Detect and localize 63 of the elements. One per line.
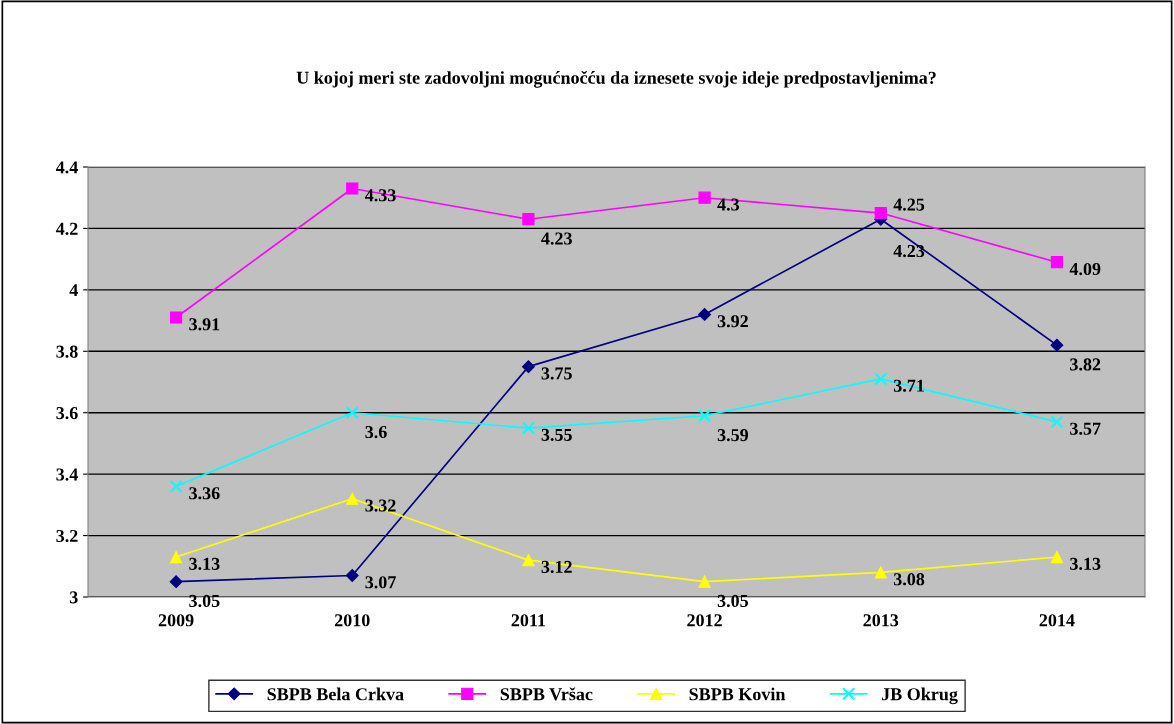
point — [1050, 338, 1064, 352]
legend-label: SBPB Vršac — [500, 687, 593, 701]
x-tick-label: 2011 — [511, 614, 546, 627]
y-tick-label: 3.6 — [56, 407, 78, 420]
point — [874, 566, 887, 579]
point — [345, 569, 359, 582]
point — [698, 191, 711, 204]
y-tick-label: 3.8 — [56, 345, 78, 358]
legend-label: SBPB Kovin — [689, 687, 786, 701]
point — [698, 307, 712, 321]
point — [522, 213, 535, 226]
y-tick-label: 4.4 — [55, 161, 78, 174]
point — [346, 492, 359, 505]
data-label: 3.91 — [189, 318, 220, 331]
x-tick-label: 2014 — [1039, 614, 1075, 627]
legend-label: SBPB Bela Crkva — [267, 687, 404, 701]
x-tick-label: 2012 — [687, 614, 722, 627]
point — [169, 575, 183, 589]
x-tick-label: 2013 — [863, 614, 899, 627]
legend-label: JB Okrug — [881, 687, 958, 705]
data-label: 3.57 — [1070, 422, 1101, 435]
data-label: 3.6 — [365, 425, 387, 439]
point — [1050, 550, 1064, 564]
data-label: 3.59 — [717, 429, 749, 442]
point — [521, 360, 535, 374]
point — [874, 372, 888, 386]
data-label: 4.23 — [541, 232, 572, 245]
data-label: 3.05 — [189, 594, 220, 608]
data-label: 3.55 — [541, 428, 572, 441]
data-label: 3.75 — [541, 367, 572, 380]
data-label: 4.09 — [1069, 262, 1101, 276]
point — [522, 554, 535, 567]
y-tick-label: 3.4 — [56, 468, 78, 481]
point — [1050, 415, 1064, 429]
data-label: 3.92 — [717, 315, 748, 328]
y-tick-label: 3.2 — [56, 529, 78, 543]
y-tick-label: 4.2 — [55, 222, 78, 235]
data-label: 3.12 — [541, 560, 572, 574]
data-label: 4.3 — [717, 198, 740, 211]
data-label: 3.05 — [717, 594, 749, 608]
x-tick-label: 2009 — [158, 614, 194, 627]
data-label: 3.13 — [1070, 557, 1101, 570]
point — [698, 575, 711, 588]
data-label: 3.36 — [189, 487, 220, 500]
data-label: 3.07 — [365, 576, 396, 589]
point — [169, 550, 183, 564]
data-label: 3.13 — [189, 557, 220, 570]
y-tick-label: 3 — [69, 591, 78, 604]
point — [521, 421, 536, 435]
point — [346, 182, 359, 195]
point — [169, 311, 183, 324]
point — [345, 406, 359, 420]
point — [874, 206, 887, 220]
data-label: 3.08 — [893, 573, 925, 586]
point — [1050, 256, 1064, 269]
point — [169, 479, 183, 494]
data-label: 4.25 — [893, 198, 925, 211]
y-tick-label: 4 — [69, 284, 78, 297]
data-label: 4.23 — [893, 244, 925, 258]
point — [697, 409, 712, 423]
chart-title: U kojoj meri ste zadovoljni mogućnočću da iznesete svoje ideje predpostavljenima? — [296, 70, 936, 88]
data-label: 3.82 — [1070, 358, 1101, 371]
x-tick-label: 2010 — [334, 614, 370, 627]
